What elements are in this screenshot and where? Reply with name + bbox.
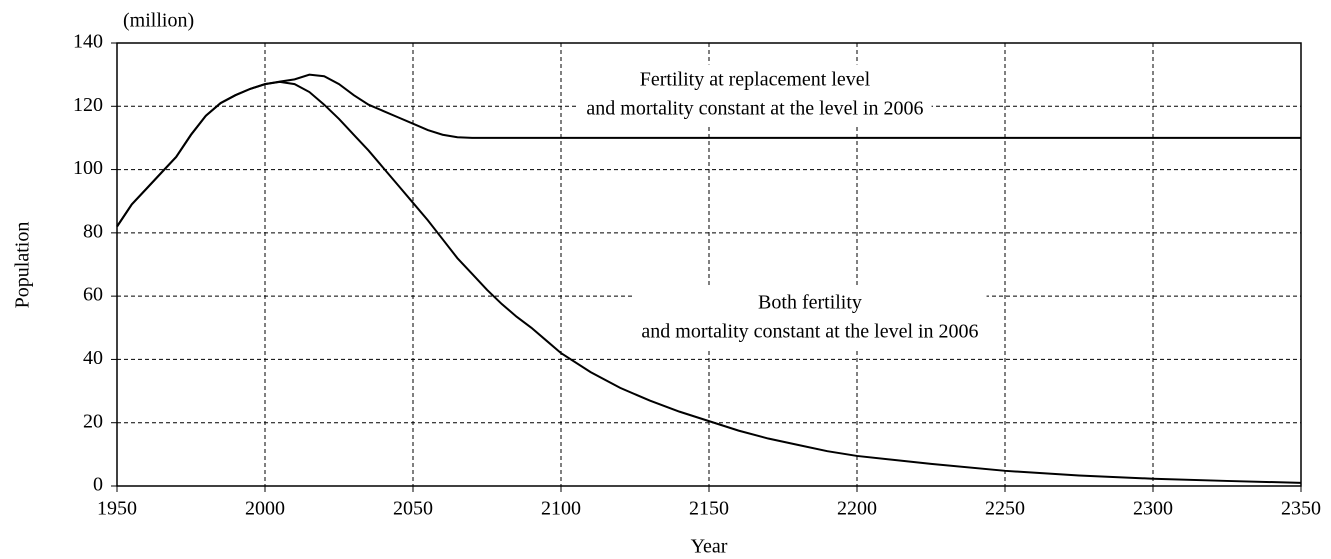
x-axis-label: Year xyxy=(691,536,728,558)
y-tick-label: 0 xyxy=(93,474,103,496)
x-tick-label: 2200 xyxy=(837,498,877,520)
y-tick-label: 20 xyxy=(83,410,103,432)
annotation: and mortality constant at the level in 2… xyxy=(586,98,923,120)
x-tick-label: 2150 xyxy=(689,498,729,520)
y-unit: (million) xyxy=(123,10,194,32)
x-tick-label: 2250 xyxy=(985,498,1025,520)
y-axis-label: Population xyxy=(12,222,34,309)
y-tick-label: 140 xyxy=(73,31,103,53)
y-tick-label: 60 xyxy=(83,284,103,306)
y-tick-label: 100 xyxy=(73,157,103,179)
x-tick-label: 2050 xyxy=(393,498,433,520)
x-tick-label: 2350 xyxy=(1281,498,1321,520)
x-tick-label: 2300 xyxy=(1133,498,1173,520)
x-tick-label: 1950 xyxy=(97,498,137,520)
annotation: Fertility at replacement level xyxy=(640,69,871,91)
annotation: and mortality constant at the level in 2… xyxy=(641,321,978,343)
x-tick-label: 2000 xyxy=(245,498,285,520)
annotation-bg xyxy=(633,287,987,350)
y-tick-label: 80 xyxy=(83,220,103,242)
annotation: Both fertility xyxy=(758,292,862,314)
y-tick-label: 120 xyxy=(73,94,103,116)
x-tick-label: 2100 xyxy=(541,498,581,520)
annotation-bg xyxy=(578,64,932,127)
series-line xyxy=(116,73,1301,228)
plot-frame xyxy=(116,42,1302,487)
y-tick-label: 40 xyxy=(83,347,103,369)
